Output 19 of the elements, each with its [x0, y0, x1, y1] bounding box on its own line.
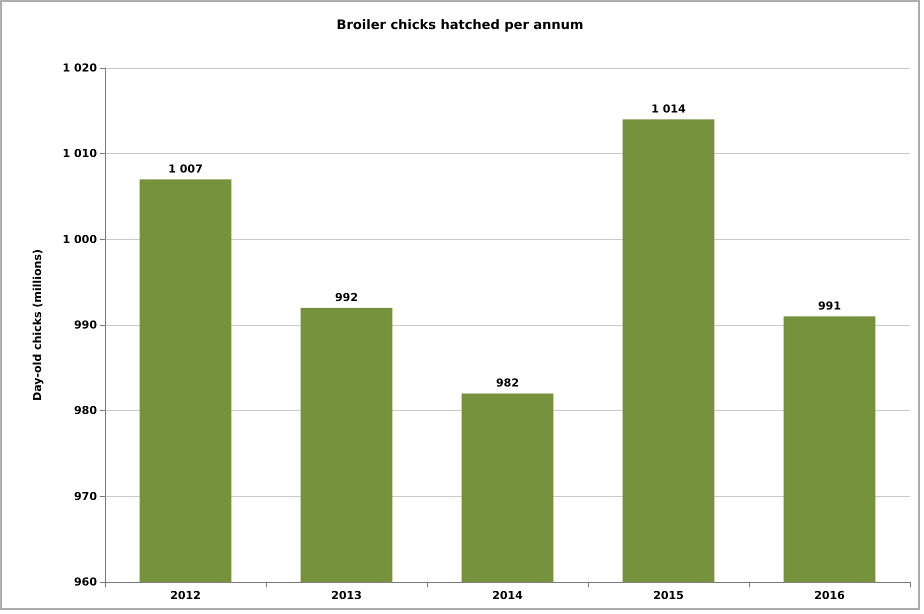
y-tick-label: 1 000 — [62, 232, 98, 246]
data-label: 982 — [496, 376, 519, 390]
x-tick-label: 2015 — [653, 589, 684, 602]
y-tick-label: 1 010 — [62, 147, 98, 160]
y-tick-label: 980 — [74, 404, 98, 418]
data-label: 1 014 — [651, 102, 686, 116]
x-tick-label: 2016 — [814, 589, 846, 602]
chart-title: Broiler chicks hatched per annum — [336, 18, 584, 33]
y-axis-title: Day-old chicks (millions) — [31, 249, 44, 401]
x-tick-label: 2013 — [331, 589, 362, 602]
data-label: 992 — [335, 290, 358, 304]
x-tick-label: 2012 — [170, 589, 201, 602]
y-tick-label: 990 — [74, 318, 98, 332]
y-tick-label: 960 — [74, 576, 98, 588]
data-label: 991 — [818, 299, 841, 312]
data-label: 1 007 — [168, 162, 203, 176]
x-tick-label: 2014 — [492, 589, 524, 602]
y-tick-label: 1 020 — [62, 62, 98, 74]
y-tick-label: 970 — [74, 490, 98, 503]
